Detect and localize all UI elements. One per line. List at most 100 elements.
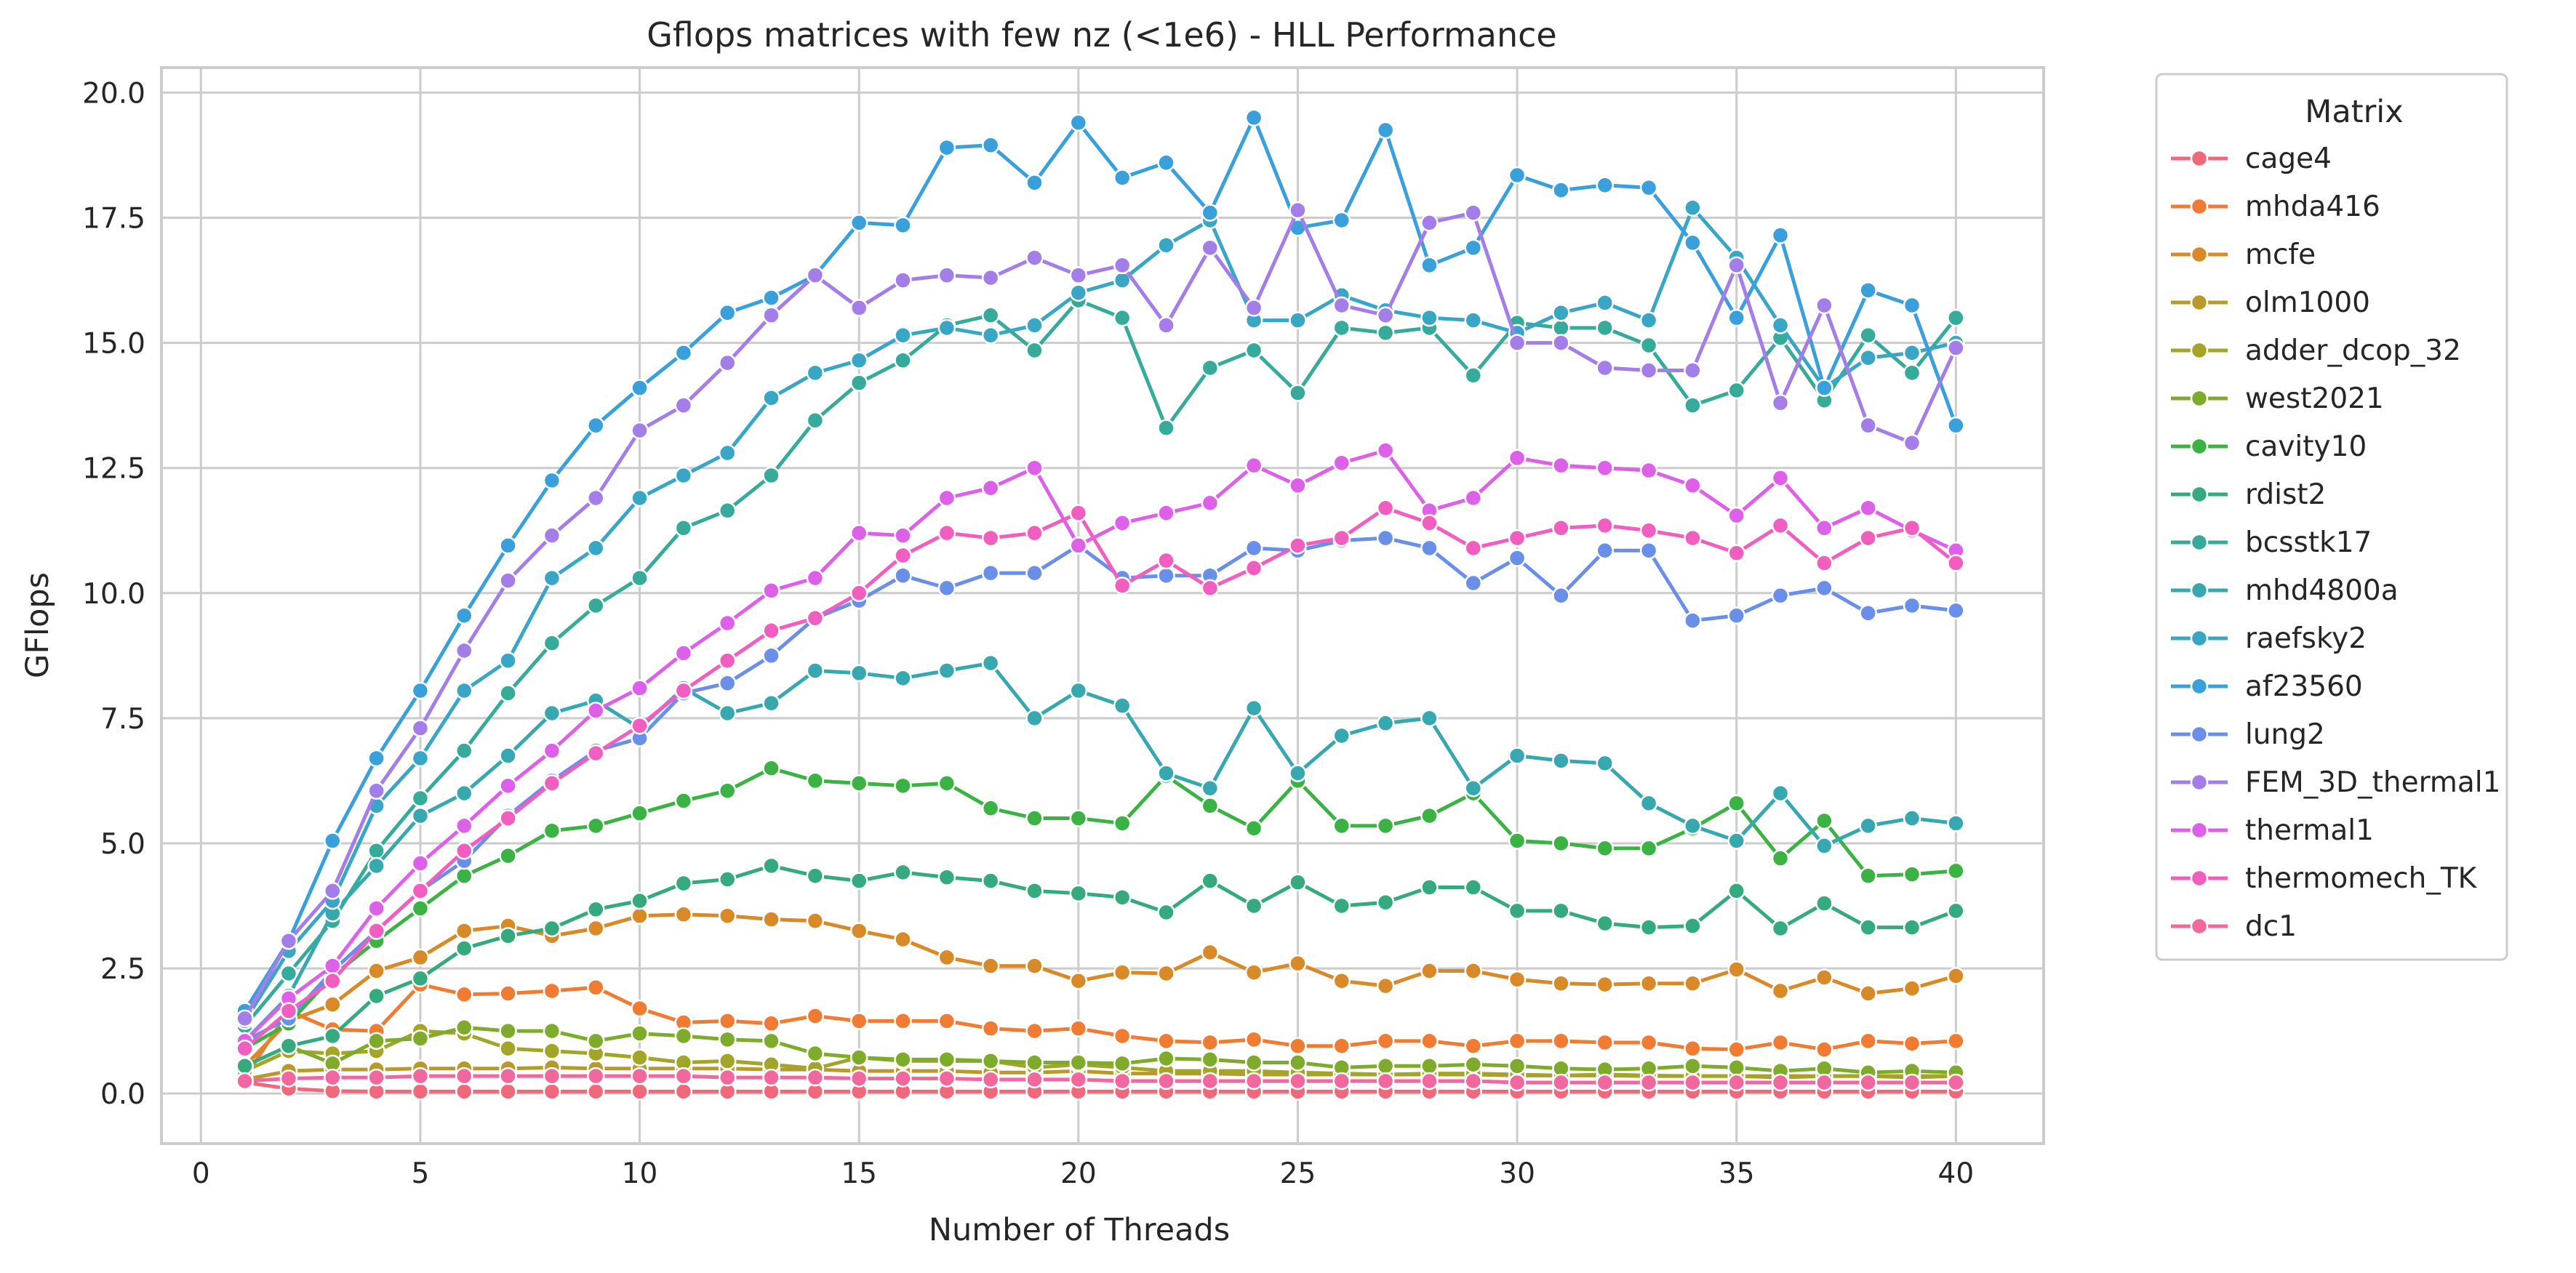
data-point (718, 782, 737, 800)
data-point (324, 995, 342, 1013)
data-point (1815, 894, 1833, 912)
legend-swatch-marker (2190, 485, 2209, 504)
data-point (981, 478, 1000, 497)
series-bcsstk17 (236, 291, 1965, 1035)
data-point (806, 266, 825, 284)
data-point (674, 874, 693, 893)
data-point (1596, 754, 1614, 773)
data-point (543, 1067, 561, 1085)
data-point (1244, 341, 1263, 360)
data-point (1596, 542, 1614, 560)
data-point (1420, 514, 1439, 532)
data-point (411, 882, 430, 900)
data-point (455, 641, 473, 660)
data-point (1201, 238, 1220, 257)
data-point (894, 566, 912, 585)
data-point (1508, 1057, 1527, 1075)
data-point (674, 792, 693, 810)
data-point (543, 704, 561, 723)
data-point (1157, 964, 1175, 983)
data-point (981, 654, 1000, 672)
data-point (849, 523, 868, 542)
data-point (455, 985, 473, 1004)
data-point (1201, 872, 1220, 890)
data-point (1201, 779, 1220, 798)
data-point (718, 907, 737, 925)
legend-swatch-marker (2190, 917, 2209, 936)
data-point (1201, 1033, 1220, 1052)
data-point (762, 582, 780, 600)
data-point (455, 922, 473, 940)
data-point (981, 326, 1000, 345)
data-point (1815, 296, 1833, 315)
x-tick-label: 20 (1060, 1157, 1097, 1190)
data-point (1376, 121, 1395, 140)
data-point (762, 389, 780, 407)
data-point (543, 634, 561, 652)
data-point (499, 776, 517, 795)
data-point (674, 1083, 693, 1101)
data-point (1903, 296, 1921, 315)
legend-item: cavity10 (2171, 430, 2367, 463)
data-point (586, 919, 605, 938)
data-point (674, 681, 693, 700)
data-point (324, 1068, 342, 1087)
data-point (849, 214, 868, 232)
data-point (631, 1048, 649, 1067)
data-point (1025, 1070, 1044, 1089)
data-point (849, 1069, 868, 1088)
data-point (279, 964, 298, 983)
data-point (1947, 1032, 1965, 1051)
data-point (1727, 256, 1745, 275)
data-point (1332, 318, 1351, 337)
data-point (1157, 1072, 1175, 1091)
data-point (631, 1024, 649, 1043)
data-point (1069, 681, 1088, 700)
legend-label: adder_dcop_32 (2245, 334, 2461, 367)
legend-label: mhd4800a (2245, 574, 2399, 607)
data-point (1157, 153, 1175, 172)
data-point (1508, 901, 1527, 920)
legend-items: cage4 mhda416 mcfe olm1000 adder_dcop_32west… (2171, 142, 2500, 943)
data-point (411, 1067, 430, 1085)
legend-item: olm1000 (2171, 286, 2370, 319)
data-point (367, 922, 385, 940)
data-point (367, 749, 385, 768)
data-point (543, 1083, 561, 1101)
data-point (324, 1027, 342, 1045)
data-point (718, 443, 737, 462)
data-point (631, 716, 649, 735)
data-point (1859, 326, 1877, 345)
data-point (1859, 604, 1877, 622)
data-point (499, 809, 517, 827)
data-point (1859, 281, 1877, 300)
data-point (1464, 574, 1483, 593)
data-point (1289, 1072, 1307, 1091)
data-point (1903, 1073, 1921, 1092)
y-tick-label: 5.0 (100, 828, 145, 861)
data-point (1508, 549, 1527, 567)
legend-item: mhda416 (2171, 190, 2380, 223)
data-point (1508, 334, 1527, 352)
legend-item: lung2 (2171, 718, 2325, 751)
data-point (411, 749, 430, 768)
data-point (631, 421, 649, 440)
data-point (806, 1007, 825, 1025)
data-point (849, 374, 868, 392)
data-point (894, 1012, 912, 1030)
data-point (1069, 809, 1088, 827)
data-point (981, 799, 1000, 818)
data-point (367, 1068, 385, 1087)
data-point (762, 306, 780, 324)
data-point (1464, 1055, 1483, 1074)
data-point (499, 651, 517, 670)
data-point (411, 719, 430, 737)
data-point (1420, 962, 1439, 980)
data-point (455, 816, 473, 835)
legend-item: bcsstk17 (2171, 526, 2372, 559)
data-point (586, 900, 605, 919)
series-line (244, 1029, 1956, 1080)
data-point (1113, 256, 1132, 275)
data-point (411, 681, 430, 700)
data-point (1157, 1032, 1175, 1051)
